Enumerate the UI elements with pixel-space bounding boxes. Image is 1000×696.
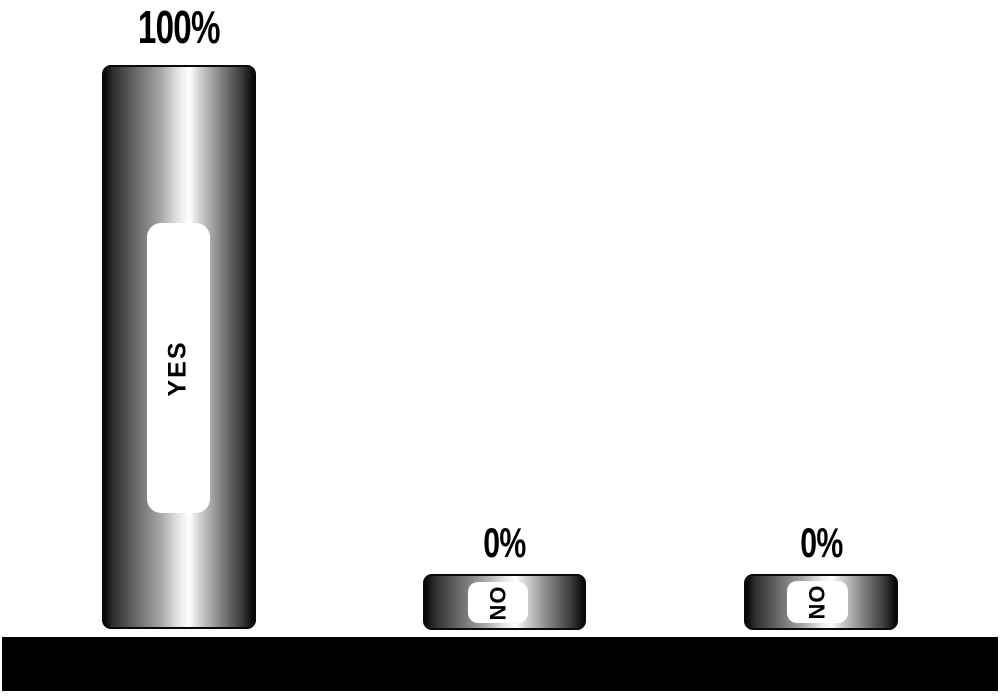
bar-value-text-yes: 100% <box>138 1 221 53</box>
category-text-no-1: NO <box>485 585 510 620</box>
bar-value-label-yes: 100% <box>102 4 256 50</box>
bar-value-text-no-2: 0% <box>799 519 843 566</box>
bar-value-text-no-1: 0% <box>483 519 526 566</box>
category-text-no-2: NO <box>804 584 830 620</box>
category-tag-yes: YES <box>147 223 210 513</box>
category-tag-no-2: NO <box>787 581 848 623</box>
bar-value-label-no-1: 0% <box>423 522 586 564</box>
baseline-axis <box>2 637 998 691</box>
category-text-yes: YES <box>164 339 192 397</box>
bar-value-label-no-2: 0% <box>744 522 898 564</box>
category-tag-no-1: NO <box>468 582 528 623</box>
